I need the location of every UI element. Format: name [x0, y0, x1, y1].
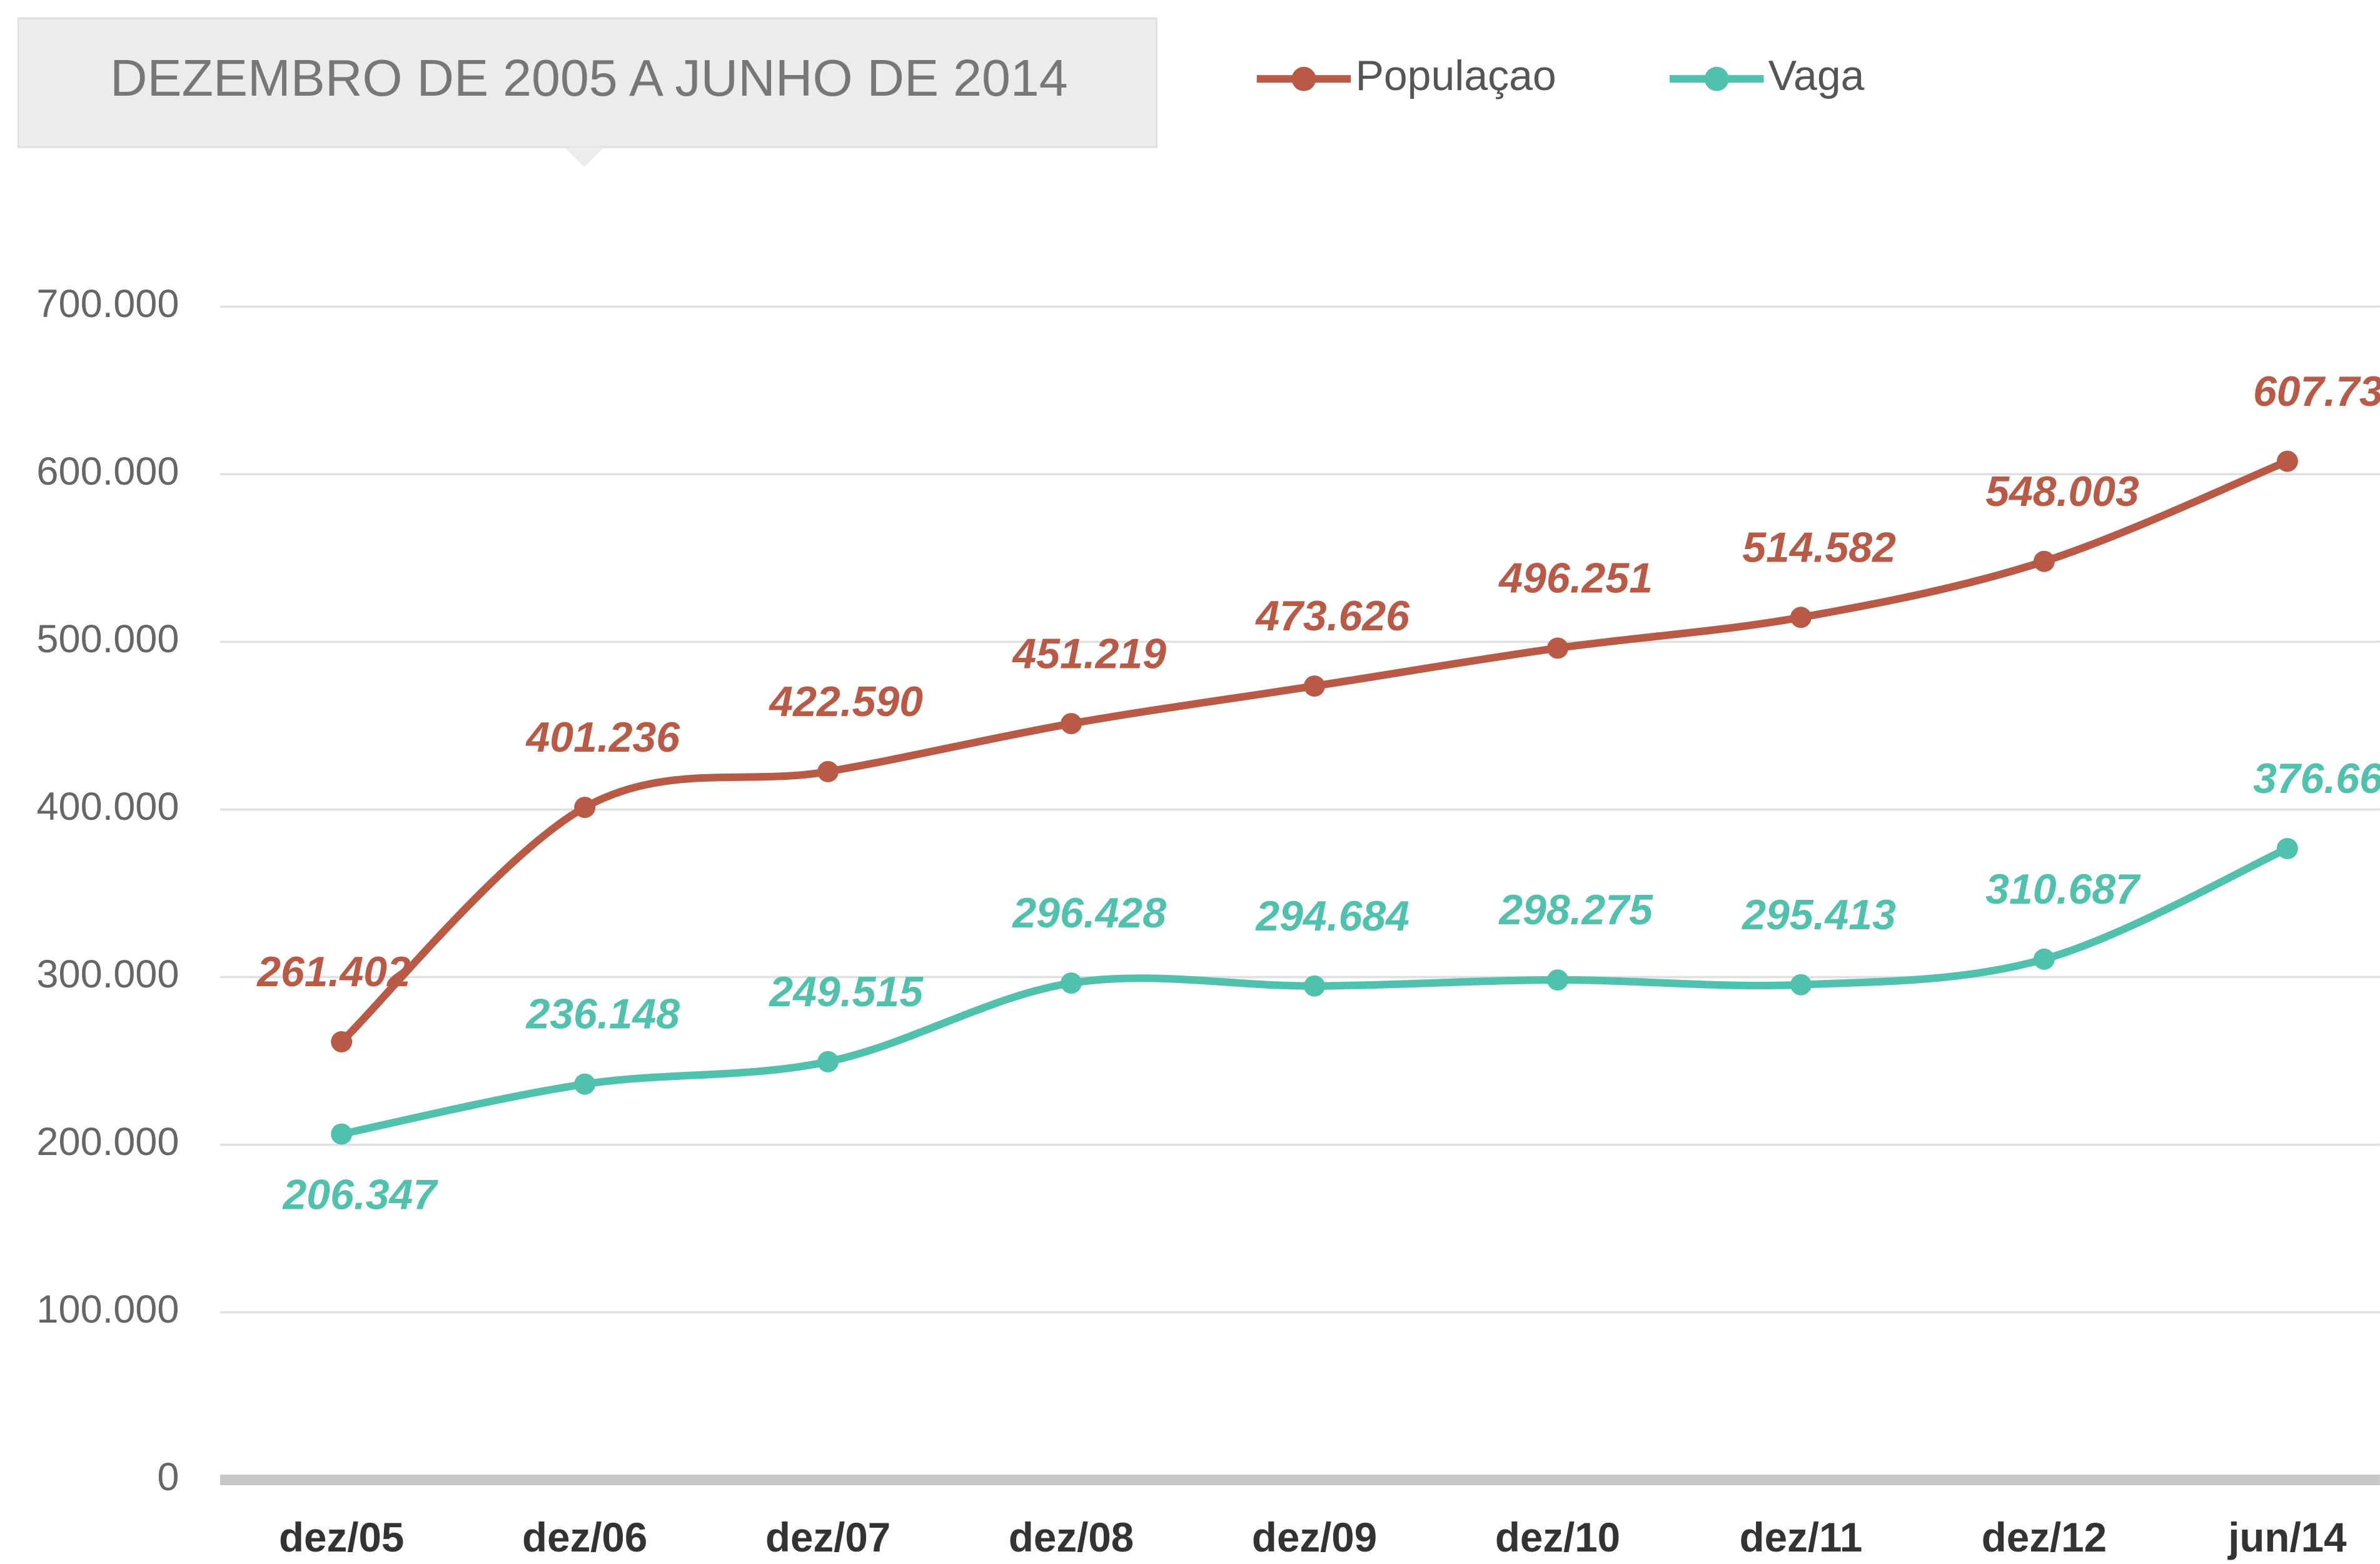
data-point: [1304, 675, 1326, 697]
data-point: [331, 1123, 353, 1145]
data-label: 451.219: [1011, 630, 1166, 677]
data-label: 514.582: [1742, 523, 1896, 571]
data-label: 236.148: [525, 991, 680, 1038]
data-point: [1790, 974, 1812, 996]
data-label: 376.669: [2253, 755, 2380, 802]
x-tick-label: dez/12: [1982, 1515, 2107, 1560]
data-point: [1790, 607, 1812, 628]
data-point: [574, 797, 596, 819]
data-point: [2276, 837, 2298, 859]
data-label: 294.684: [1254, 892, 1409, 940]
data-point: [1547, 969, 1568, 991]
y-tick-label: 200.000: [36, 1120, 179, 1164]
y-tick-label: 0: [157, 1455, 179, 1499]
data-point: [817, 1051, 839, 1072]
x-tick-label: dez/09: [1252, 1515, 1377, 1560]
data-point: [1304, 975, 1326, 997]
title-pointer: [564, 147, 605, 167]
data-label: 310.687: [1985, 865, 2141, 913]
legend-marker: [1291, 66, 1316, 91]
data-label: 206.347: [281, 1171, 438, 1218]
data-point: [2033, 948, 2055, 970]
x-tick-label: dez/08: [1009, 1515, 1134, 1560]
x-tick-label: dez/11: [1740, 1515, 1863, 1560]
y-tick-label: 100.000: [36, 1288, 179, 1331]
data-label: 295.413: [1741, 891, 1896, 939]
y-tick-label: 500.000: [36, 617, 179, 661]
x-tick-label: dez/05: [279, 1515, 404, 1560]
x-tick-label: dez/07: [765, 1515, 890, 1560]
data-label: 473.626: [1254, 592, 1410, 640]
data-point: [1547, 637, 1568, 659]
data-point: [2033, 550, 2055, 572]
x-tick-label: dez/06: [522, 1515, 647, 1560]
data-point: [331, 1031, 353, 1052]
data-point: [1061, 713, 1082, 735]
data-point: [2276, 450, 2298, 472]
data-point: [1061, 972, 1082, 994]
data-label: 422.590: [768, 678, 923, 725]
data-label: 496.251: [1498, 555, 1653, 602]
data-label: 298.275: [1498, 886, 1653, 934]
data-label: 296.428: [1011, 889, 1166, 937]
data-label: 401.236: [525, 714, 680, 761]
data-point: [817, 760, 839, 782]
series-line: [338, 457, 2289, 1045]
data-label: 607.731: [2253, 368, 2380, 415]
title-box: [17, 17, 1157, 148]
legend-label: Vaga: [1768, 52, 1865, 99]
y-tick-label: 400.000: [36, 785, 179, 829]
x-tick-label: jun/14: [2227, 1515, 2347, 1560]
y-tick-label: 600.000: [36, 450, 179, 493]
data-label: 548.003: [1985, 468, 2139, 515]
chart-title: DEZEMBRO DE 2005 A JUNHO DE 2014: [110, 49, 1068, 107]
legend-label: Populaçao: [1356, 52, 1556, 99]
data-label: 249.515: [768, 968, 924, 1016]
y-tick-label: 700.000: [36, 282, 179, 326]
data-label: 261.402: [256, 948, 411, 996]
y-tick-label: 300.000: [36, 952, 179, 996]
data-point: [574, 1073, 596, 1095]
x-tick-label: dez/10: [1495, 1515, 1620, 1560]
legend-marker: [1704, 66, 1729, 91]
